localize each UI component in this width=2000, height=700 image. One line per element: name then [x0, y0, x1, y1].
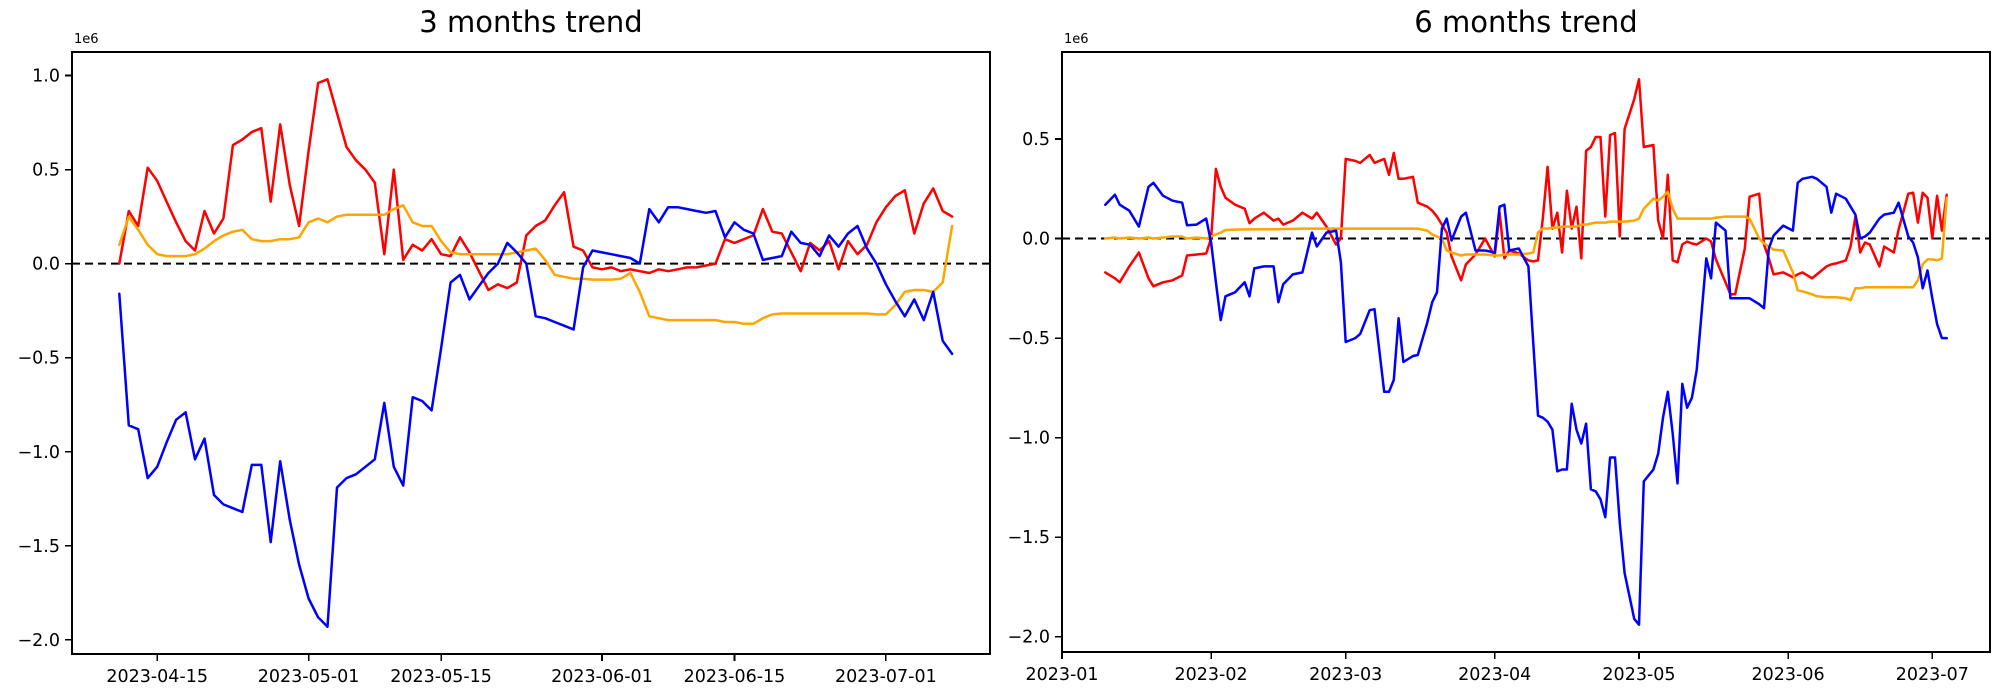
- x-tick-label: 2023-05-01: [258, 667, 360, 687]
- x-tick-label: 2023-05: [1602, 665, 1675, 685]
- x-tick-label: 2023-04-15: [106, 667, 208, 687]
- y-tick-label: 0.5: [1022, 130, 1050, 150]
- series-line-red: [1104, 78, 1948, 296]
- series-line-blue: [1104, 175, 1948, 626]
- y-tick-label: −0.5: [18, 349, 61, 369]
- x-tick-label: 2023-05-15: [390, 667, 492, 687]
- chart2-y-axis-offset-label: 1e6: [1064, 32, 1089, 47]
- x-tick-label: 2023-06-01: [551, 667, 653, 687]
- series-line-orange: [118, 204, 954, 326]
- y-tick-label: −1.5: [18, 537, 61, 557]
- y-tick-label: −1.5: [1008, 528, 1051, 548]
- chart1-y-axis-offset-label: 1e6: [74, 32, 99, 47]
- x-tick-label: 2023-03: [1309, 665, 1382, 685]
- series-line-red: [118, 78, 954, 292]
- y-tick-label: 0.0: [32, 255, 60, 275]
- y-tick-label: 0.0: [1022, 230, 1050, 250]
- chart2-axes-frame: [1061, 51, 1991, 653]
- x-tick-label: 2023-07: [1896, 665, 1969, 685]
- y-tick-label: −1.0: [1008, 429, 1051, 449]
- x-tick-label: 2023-02: [1174, 665, 1247, 685]
- series-line-orange: [1104, 190, 1948, 302]
- chart1-title: 3 months trend: [419, 5, 643, 39]
- x-tick-label: 2023-06-15: [684, 667, 786, 687]
- x-tick-label: 2023-07-01: [835, 667, 937, 687]
- y-tick-label: −1.0: [18, 443, 61, 463]
- y-tick-label: 1.0: [32, 67, 60, 87]
- chart2-title: 6 months trend: [1414, 5, 1638, 39]
- y-tick-label: −2.0: [1008, 628, 1051, 648]
- y-tick-label: 0.5: [32, 161, 60, 181]
- chart1-axes-frame: [71, 51, 991, 655]
- y-tick-label: −2.0: [18, 631, 61, 651]
- x-tick-label: 2023-01: [1025, 665, 1098, 685]
- x-tick-label: 2023-04: [1458, 665, 1531, 685]
- y-tick-label: −0.5: [1008, 329, 1051, 349]
- x-tick-label: 2023-06: [1751, 665, 1824, 685]
- series-line-blue: [118, 205, 954, 628]
